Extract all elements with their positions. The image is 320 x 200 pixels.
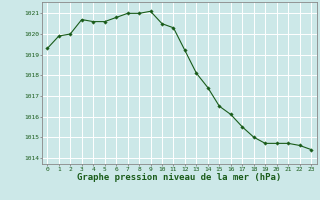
X-axis label: Graphe pression niveau de la mer (hPa): Graphe pression niveau de la mer (hPa): [77, 173, 281, 182]
